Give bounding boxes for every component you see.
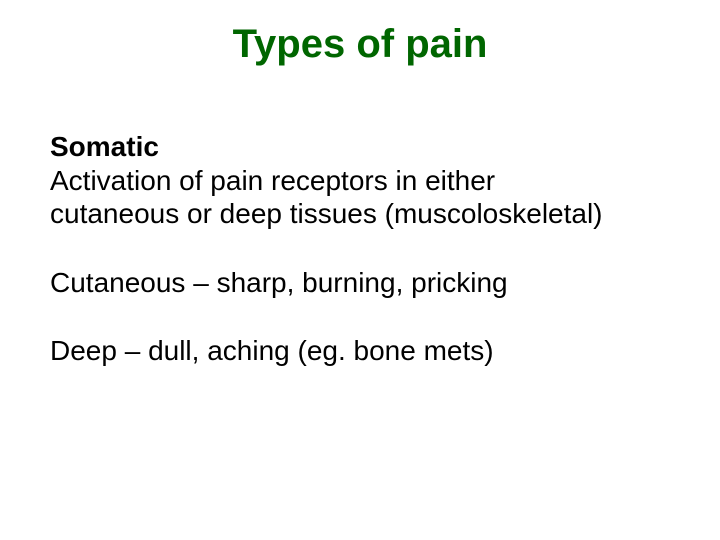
slide-body: Somatic Activation of pain receptors in … xyxy=(50,130,670,368)
subheading-somatic: Somatic xyxy=(50,130,670,164)
spacer xyxy=(50,231,670,266)
description-line-2: cutaneous or deep tissues (muscoloskelet… xyxy=(50,197,670,231)
slide: Types of pain Somatic Activation of pain… xyxy=(0,0,720,540)
slide-title: Types of pain xyxy=(0,22,720,67)
bullet-cutaneous: Cutaneous – sharp, burning, pricking xyxy=(50,266,670,300)
spacer xyxy=(50,299,670,334)
description-line-1: Activation of pain receptors in either xyxy=(50,164,670,198)
bullet-deep: Deep – dull, aching (eg. bone mets) xyxy=(50,334,670,368)
